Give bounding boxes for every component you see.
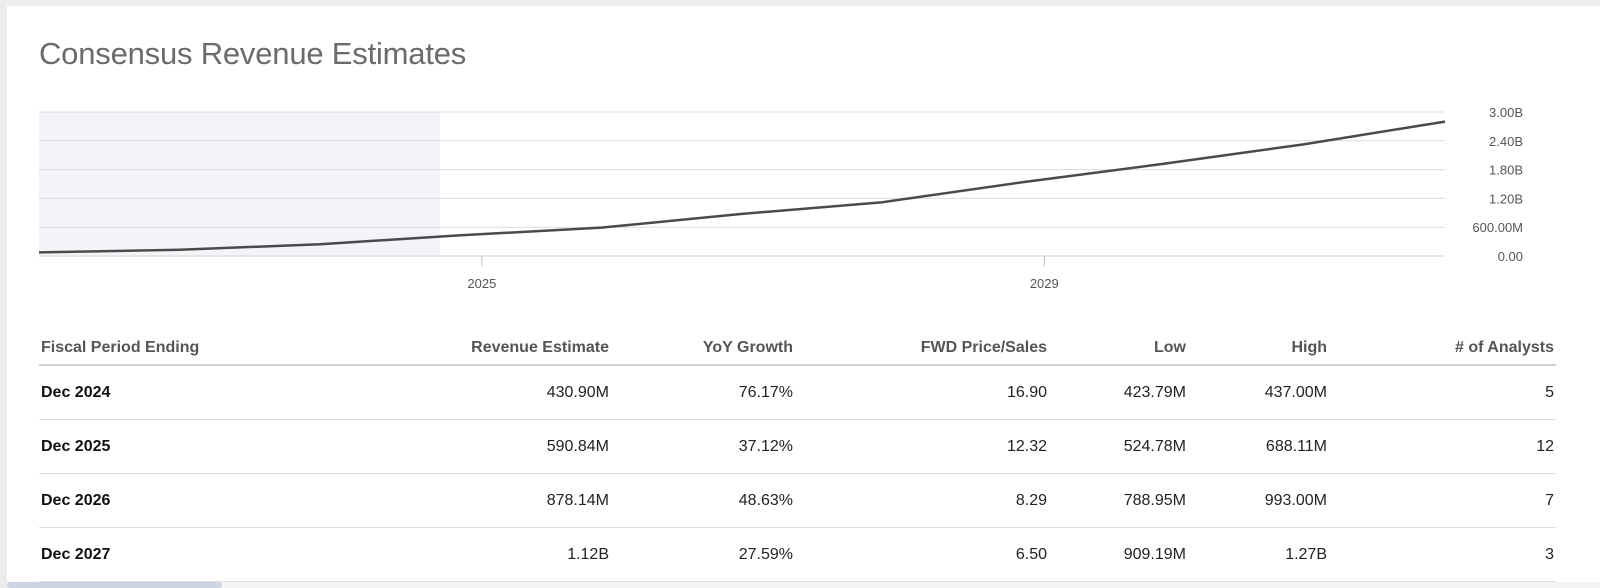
column-header: Fiscal Period Ending (39, 332, 299, 366)
horizontal-scroll-track[interactable] (7, 582, 1600, 588)
table-cell: 27.59% (611, 527, 795, 582)
table-cell: 37.12% (611, 419, 795, 474)
table-row: Dec 2024 430.90M 76.17% 16.90 423.79M 437.00M… (39, 365, 1556, 420)
fiscal-period-cell: Dec 2027 (39, 527, 299, 582)
table-cell: 590.84M (299, 419, 611, 474)
revenue-line-chart: 0.00 600.00M 1.20B 1.80B 2.40B 3.00B 2025 2029 (38, 105, 1523, 291)
x-axis: 2025 2029 (467, 256, 1059, 291)
table-cell: 3 (1329, 527, 1556, 582)
estimates-table: Fiscal Period Ending Revenue Estimate YoY … (39, 332, 1556, 582)
table-cell: 524.78M (1049, 419, 1188, 474)
table-row: Dec 2027 1.12B 27.59% 6.50 909.19M 1.27B 3 (39, 527, 1556, 582)
table-cell: 437.00M (1188, 365, 1329, 420)
table-cell: 993.00M (1188, 473, 1329, 528)
x-tick-label: 2029 (1030, 276, 1059, 291)
fiscal-period-cell: Dec 2025 (39, 419, 299, 474)
table-cell: 1.12B (299, 527, 611, 582)
table-cell: 430.90M (299, 365, 611, 420)
revenue-series-line (38, 120, 1446, 254)
table-header-row: Fiscal Period Ending Revenue Estimate YoY … (39, 332, 1556, 366)
y-tick-label: 0.00 (1498, 249, 1523, 264)
column-header: YoY Growth (611, 332, 795, 366)
table-cell: 48.63% (611, 473, 795, 528)
table-cell: 76.17% (611, 365, 795, 420)
table-cell: 5 (1329, 365, 1556, 420)
horizontal-scroll-thumb[interactable] (7, 582, 222, 588)
y-tick-label: 2.40B (1489, 134, 1523, 149)
y-tick-label: 3.00B (1489, 105, 1523, 120)
table-cell: 16.90 (795, 365, 1049, 420)
table-cell: 688.11M (1188, 419, 1329, 474)
table-cell: 788.95M (1049, 473, 1188, 528)
y-tick-label: 600.00M (1472, 220, 1523, 235)
x-tick-label: 2025 (467, 276, 496, 291)
table-cell: 1.27B (1188, 527, 1329, 582)
y-tick-label: 1.80B (1489, 163, 1523, 178)
table-cell: 7 (1329, 473, 1556, 528)
table-row: Dec 2026 878.14M 48.63% 8.29 788.95M 993.00M 7 (39, 473, 1556, 528)
table-body: Dec 2024 430.90M 76.17% 16.90 423.79M 437.00M… (39, 365, 1556, 582)
page-title: Consensus Revenue Estimates (39, 36, 467, 71)
revenue-estimates-card: Consensus Revenue Estimates 0.00 600.00M 1… (7, 6, 1600, 588)
column-header: # of Analysts (1329, 332, 1556, 366)
fiscal-period-cell: Dec 2024 (39, 365, 299, 420)
y-axis: 0.00 600.00M 1.20B 1.80B 2.40B 3.00B (1472, 105, 1523, 264)
historical-period-shade (39, 112, 440, 256)
column-header: FWD Price/Sales (795, 332, 1049, 366)
y-tick-label: 1.20B (1489, 191, 1523, 206)
chart-gridlines (39, 111, 1445, 257)
column-header: High (1188, 332, 1329, 366)
table-cell: 423.79M (1049, 365, 1188, 420)
column-header: Revenue Estimate (299, 332, 611, 366)
table-cell: 878.14M (299, 473, 611, 528)
table-cell: 12.32 (795, 419, 1049, 474)
table-row: Dec 2025 590.84M 37.12% 12.32 524.78M 688.11M… (39, 419, 1556, 474)
table-cell: 8.29 (795, 473, 1049, 528)
table-cell: 6.50 (795, 527, 1049, 582)
column-header: Low (1049, 332, 1188, 366)
table-cell: 909.19M (1049, 527, 1188, 582)
fiscal-period-cell: Dec 2026 (39, 473, 299, 528)
table-cell: 12 (1329, 419, 1556, 474)
